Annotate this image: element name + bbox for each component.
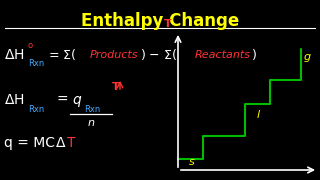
Text: Reactants: Reactants xyxy=(195,50,251,60)
Text: Products: Products xyxy=(90,50,139,60)
Text: T: T xyxy=(67,136,76,150)
Text: ) $-$ $\Sigma$(: ) $-$ $\Sigma$( xyxy=(140,48,177,62)
Text: $\Delta$H: $\Delta$H xyxy=(4,48,25,62)
Text: $\Delta$H: $\Delta$H xyxy=(4,93,25,107)
Text: l: l xyxy=(256,110,260,120)
Text: T: T xyxy=(164,19,172,29)
Text: n: n xyxy=(88,118,95,128)
Text: $\Delta$: $\Delta$ xyxy=(55,136,66,150)
Text: T: T xyxy=(112,82,120,92)
Text: s: s xyxy=(189,157,195,167)
Text: Enthalpy Change: Enthalpy Change xyxy=(81,12,239,30)
Text: q = MC: q = MC xyxy=(4,136,55,150)
Text: Rxn: Rxn xyxy=(28,105,44,114)
Text: q: q xyxy=(72,93,81,107)
Text: Rxn: Rxn xyxy=(28,60,44,69)
Text: Rxn: Rxn xyxy=(84,105,100,114)
Text: o: o xyxy=(28,42,33,51)
Text: =: = xyxy=(56,93,68,107)
Text: g: g xyxy=(304,52,311,62)
Text: = $\Sigma$(: = $\Sigma$( xyxy=(48,48,76,62)
Text: ): ) xyxy=(252,48,257,62)
